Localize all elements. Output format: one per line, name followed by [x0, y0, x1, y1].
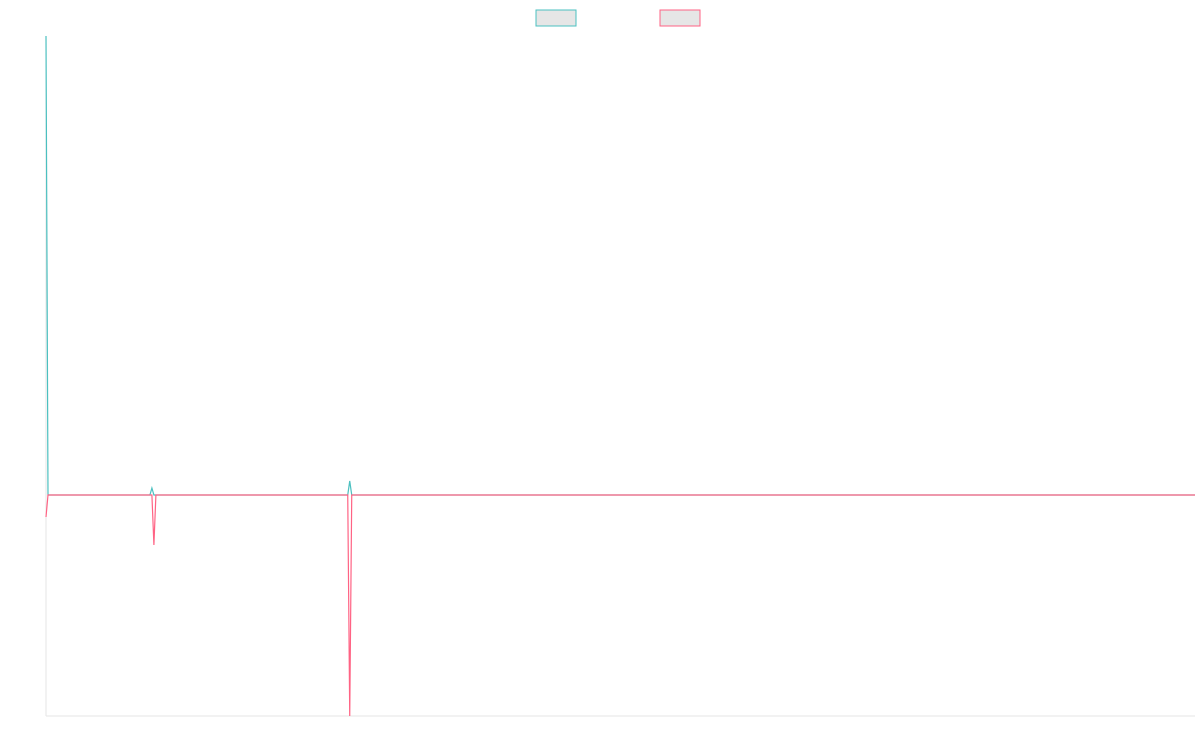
- legend: [535, 9, 701, 27]
- plot-area: [45, 35, 1195, 717]
- series-line: [45, 494, 1195, 717]
- legend-swatch: [659, 9, 701, 27]
- axes: [45, 36, 1195, 717]
- legend-swatch: [535, 9, 577, 27]
- series-line: [45, 35, 1195, 496]
